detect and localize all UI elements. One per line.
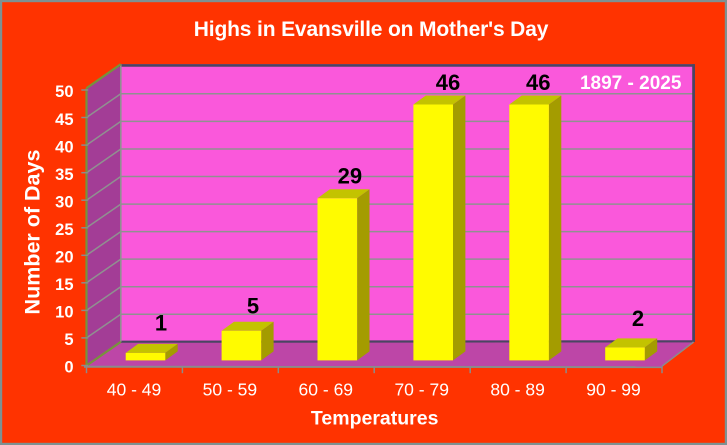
- svg-text:60 - 69: 60 - 69: [299, 379, 353, 399]
- svg-text:50 - 59: 50 - 59: [203, 379, 257, 399]
- svg-text:Temperatures: Temperatures: [311, 408, 439, 430]
- svg-text:30: 30: [55, 193, 73, 211]
- svg-text:35: 35: [55, 166, 73, 184]
- svg-text:15: 15: [55, 276, 73, 294]
- svg-text:40 - 49: 40 - 49: [107, 379, 161, 399]
- svg-text:1: 1: [155, 311, 167, 336]
- svg-text:5: 5: [64, 331, 73, 349]
- svg-text:Number of Days: Number of Days: [21, 150, 45, 315]
- svg-text:45: 45: [55, 111, 73, 129]
- svg-text:46: 46: [436, 70, 460, 95]
- svg-text:46: 46: [526, 70, 550, 95]
- svg-text:40: 40: [55, 138, 73, 156]
- svg-text:2: 2: [632, 306, 644, 331]
- svg-text:90 - 99: 90 - 99: [586, 379, 640, 399]
- svg-text:25: 25: [55, 221, 73, 239]
- svg-text:5: 5: [247, 294, 259, 319]
- svg-text:29: 29: [338, 164, 362, 189]
- svg-text:Highs in Evansville on Mother': Highs in Evansville on Mother's Day: [194, 18, 549, 41]
- svg-text:50: 50: [55, 83, 73, 101]
- svg-text:0: 0: [64, 359, 73, 377]
- svg-text:20: 20: [55, 249, 73, 267]
- svg-text:70 - 79: 70 - 79: [394, 379, 448, 399]
- svg-text:10: 10: [55, 304, 73, 322]
- svg-text:1897 - 2025: 1897 - 2025: [580, 73, 682, 94]
- svg-text:80 - 89: 80 - 89: [490, 379, 544, 399]
